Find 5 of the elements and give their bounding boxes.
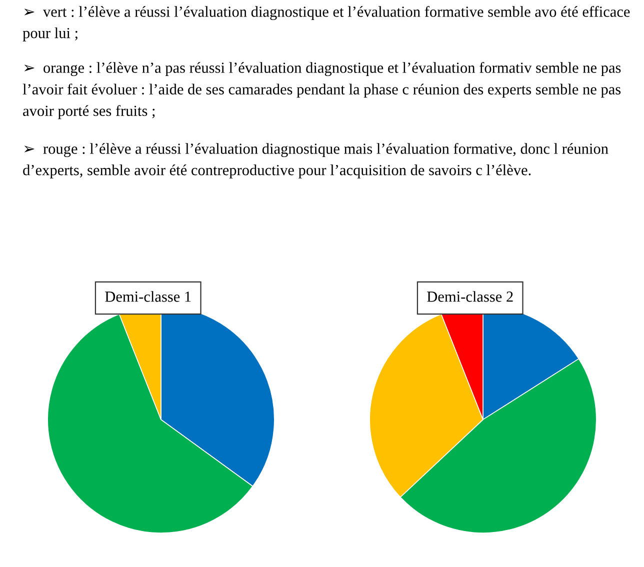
text: ➢ orange : l’élève n’a pas réussi l’évaluation diagnostique et l’évaluation formativ semble ne pas l’avoir fait évoluer : l’aide de ses camarades pendant la phase c réunion des experts semble ne pas avoir porté ses fruits ; — [22, 62, 621, 120]
chart-title: Demi-classe 2 — [427, 291, 513, 302]
text: ➢ rouge : l’élève a réussi l’évaluation diagnostique mais l’évaluation formative, donc l réunion d’experts, semble avoir été contreproductive pour l’acquisition de savoirs c l’élève. — [23, 143, 608, 178]
chart-title: Demi-classe 1 — [105, 291, 191, 302]
text: ➢ vert : l’élève a réussi l’évaluation diagnostique et l’évaluation formative semble avo été efficace pour lui ; — [22, 6, 630, 42]
